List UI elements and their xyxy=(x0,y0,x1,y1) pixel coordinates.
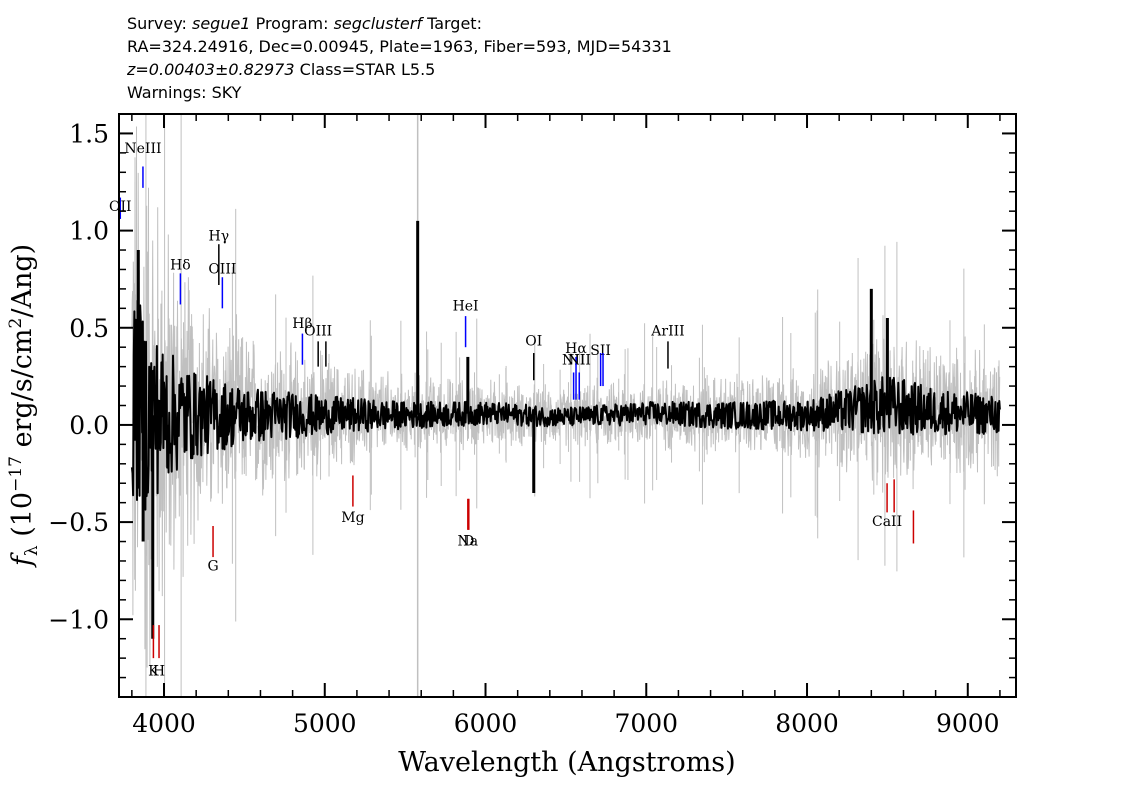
program-name: segclusterf xyxy=(333,14,422,33)
survey-name: segue1 xyxy=(191,14,251,33)
x-tick-label: 4000 xyxy=(132,709,196,738)
y-tick-label: 0.5 xyxy=(69,314,109,343)
line-label: D xyxy=(463,533,474,549)
y-axis-unit-mid: erg/s/cm xyxy=(7,328,38,456)
line-label: Mg xyxy=(341,510,364,526)
line-label: NII xyxy=(562,353,585,369)
y-axis-title: fλ (10−17 erg/s/cm2/Ang) xyxy=(6,244,42,568)
flux-series xyxy=(130,220,1001,639)
y-tick-label: 0.0 xyxy=(69,411,109,440)
y-tick-label: −1.0 xyxy=(48,605,109,634)
header-line-survey: Survey: segue1 Program: segclusterf Targ… xyxy=(127,12,672,35)
header-line-warnings: Warnings: SKY xyxy=(127,83,242,102)
x-tick-label: 8000 xyxy=(775,709,839,738)
spectrum-header: Survey: segue1 Program: segclusterf Targ… xyxy=(127,12,672,104)
line-label: OI xyxy=(525,333,542,349)
line-label: OII xyxy=(109,199,132,215)
line-label: Hγ xyxy=(209,228,230,244)
x-tick-label: 9000 xyxy=(936,709,1000,738)
line-label: CaII xyxy=(872,514,902,530)
line-label: G xyxy=(207,559,218,575)
program-label: Program: xyxy=(255,14,329,33)
axis-ticks xyxy=(119,114,1016,697)
line-label: H xyxy=(153,664,165,680)
line-label: NII xyxy=(568,353,591,369)
y-tick-label: −0.5 xyxy=(48,508,109,537)
header-line-redshift: z=0.00403±0.82973 Class=STAR L5.5 xyxy=(127,58,672,81)
y-axis-exp1: −17 xyxy=(6,456,26,492)
line-label: K xyxy=(148,664,159,680)
target-label: Target: xyxy=(427,14,482,33)
line-label: ArIII xyxy=(650,324,684,340)
y-axis-unit-start: (10 xyxy=(7,492,38,545)
x-tick-label: 5000 xyxy=(293,709,357,738)
survey-label: Survey: xyxy=(127,14,187,33)
redshift-value: z=0.00403±0.82973 xyxy=(127,60,295,79)
y-axis-f: f xyxy=(7,552,38,568)
line-label: NeIII xyxy=(124,141,161,157)
line-label: SII xyxy=(590,343,611,359)
line-label: OIII xyxy=(208,261,236,277)
flux-line xyxy=(130,299,1001,511)
tick-labels: 4000 5000 6000 7000 8000 9000 −1.0 −0.5 0.0 0.5 1.… xyxy=(48,119,999,738)
y-axis-exp2: 2 xyxy=(6,318,26,329)
spectral-lines: OIINeIIIHδHγOIIIHβOIIIHeIOINIIHαNIISIIAr… xyxy=(109,141,915,680)
line-label: HeI xyxy=(453,298,479,314)
y-tick-label: 1.0 xyxy=(69,217,109,246)
class-value: Class=STAR L5.5 xyxy=(299,60,436,79)
line-label: Hβ xyxy=(292,316,312,332)
y-tick-label: 1.5 xyxy=(69,119,109,148)
header-line-coords: RA=324.24916, Dec=0.00945, Plate=1963, F… xyxy=(127,37,672,56)
x-tick-label: 7000 xyxy=(614,709,678,738)
y-axis-sub: λ xyxy=(22,545,42,556)
y-axis-unit-end: /Ang) xyxy=(7,244,38,318)
x-tick-label: 6000 xyxy=(454,709,518,738)
x-axis-title: Wavelength (Angstroms) xyxy=(398,747,735,778)
line-label: Na xyxy=(458,533,479,549)
line-label: Hα xyxy=(565,341,587,357)
line-label: OIII xyxy=(304,324,332,340)
line-label: Hδ xyxy=(170,257,191,273)
